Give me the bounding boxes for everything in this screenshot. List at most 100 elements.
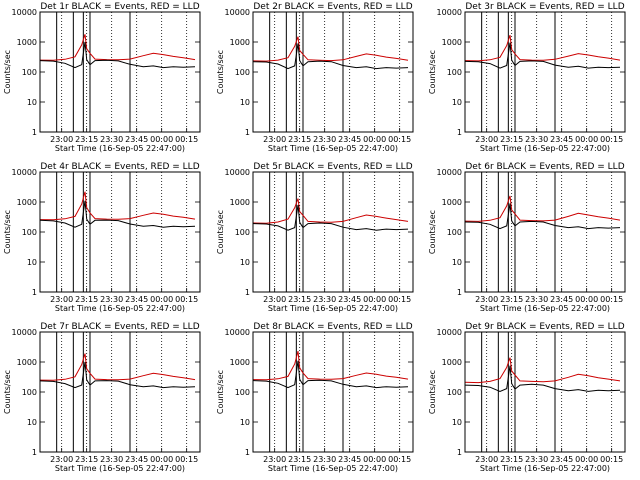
y-tick-label: 1000 <box>230 38 250 47</box>
series-line-lld <box>39 353 196 381</box>
y-tick-label: 1000 <box>442 198 462 207</box>
y-tick-label: 10 <box>27 98 37 107</box>
series-line-events <box>252 204 409 231</box>
y-tick-label: 1 <box>245 448 250 457</box>
y-tick-label: 10000 <box>12 168 37 177</box>
y-tick-label: 1000 <box>17 198 37 207</box>
y-tick-label: 100 <box>447 388 462 397</box>
x-tick-label: 23:30 <box>525 455 548 464</box>
x-tick-label: 23:15 <box>75 135 98 144</box>
y-axis-label: Counts/sec <box>428 50 437 94</box>
x-tick-label: 23:45 <box>338 135 361 144</box>
series-line-lld <box>39 34 196 61</box>
x-tick-label: 00:00 <box>150 455 173 464</box>
y-axis-label: Counts/sec <box>216 50 225 94</box>
series-line-lld <box>252 36 409 62</box>
y-axis-label: Counts/sec <box>428 370 437 414</box>
x-tick-label: 23:45 <box>338 455 361 464</box>
x-tick-label: 00:00 <box>363 135 386 144</box>
x-tick-label: 00:00 <box>363 295 386 304</box>
plot-frame <box>39 171 201 293</box>
x-tick-label: 00:15 <box>388 295 411 304</box>
chart-title: Det 5r BLACK = Events, RED = LLD <box>253 162 412 172</box>
x-tick-label: 23:00 <box>263 455 286 464</box>
x-axis-label: Start Time (16-Sep-05 22:47:00) <box>55 464 185 473</box>
y-tick-label: 100 <box>235 228 250 237</box>
chart-title: Det 8r BLACK = Events, RED = LLD <box>253 322 412 332</box>
y-tick-label: 1000 <box>442 358 462 367</box>
x-tick-label: 23:00 <box>475 455 498 464</box>
y-tick-label: 10000 <box>12 328 37 337</box>
y-tick-label: 10 <box>452 418 462 427</box>
y-tick-label: 1 <box>457 288 462 297</box>
chart-title: Det 9r BLACK = Events, RED = LLD <box>465 322 624 332</box>
y-tick-label: 1 <box>245 128 250 137</box>
x-tick-label: 00:15 <box>175 135 198 144</box>
x-tick-label: 23:30 <box>525 135 548 144</box>
x-tick-label: 23:45 <box>125 135 148 144</box>
y-axis-label: Counts/sec <box>216 370 225 414</box>
x-tick-label: 00:15 <box>388 455 411 464</box>
y-tick-label: 10 <box>452 98 462 107</box>
y-tick-label: 1000 <box>17 38 37 47</box>
plot-frame <box>464 11 626 133</box>
chart-title: Det 4r BLACK = Events, RED = LLD <box>40 162 199 172</box>
x-tick-label: 23:45 <box>550 295 573 304</box>
x-tick-label: 00:15 <box>600 135 623 144</box>
y-tick-label: 10 <box>27 258 37 267</box>
series-line-lld <box>464 357 621 384</box>
x-tick-label: 23:00 <box>50 455 73 464</box>
x-axis-label: Start Time (16-Sep-05 22:47:00) <box>268 464 398 473</box>
x-tick-label: 23:45 <box>338 295 361 304</box>
chart-title: Det 6r BLACK = Events, RED = LLD <box>465 162 624 172</box>
x-tick-label: 23:15 <box>288 455 311 464</box>
x-axis-label: Start Time (16-Sep-05 22:47:00) <box>480 464 610 473</box>
x-tick-label: 23:30 <box>100 295 123 304</box>
y-tick-label: 1 <box>32 448 37 457</box>
x-tick-label: 00:00 <box>575 135 598 144</box>
series-line-lld <box>252 198 409 224</box>
y-tick-label: 1000 <box>230 358 250 367</box>
x-tick-label: 23:15 <box>75 455 98 464</box>
y-tick-label: 100 <box>447 68 462 77</box>
series-line-lld <box>252 350 409 381</box>
x-tick-label: 00:15 <box>175 455 198 464</box>
y-tick-label: 100 <box>22 228 37 237</box>
series-line-events <box>252 43 409 70</box>
x-axis-label: Start Time (16-Sep-05 22:47:00) <box>268 144 398 153</box>
y-tick-label: 10000 <box>225 8 250 17</box>
plot-frame <box>252 11 414 133</box>
x-tick-label: 23:00 <box>475 295 498 304</box>
x-tick-label: 23:15 <box>500 295 523 304</box>
x-tick-label: 23:45 <box>550 135 573 144</box>
y-axis-label: Counts/sec <box>3 50 12 94</box>
chart-panel-7: Det 7r BLACK = Events, RED = LLD 23:00 23:… <box>3 322 201 473</box>
chart-title: Det 2r BLACK = Events, RED = LLD <box>253 2 412 12</box>
x-tick-label: 00:15 <box>175 295 198 304</box>
y-tick-label: 10000 <box>437 8 462 17</box>
x-tick-label: 23:15 <box>75 295 98 304</box>
x-tick-label: 23:30 <box>313 455 336 464</box>
x-tick-label: 23:15 <box>500 135 523 144</box>
x-tick-label: 23:30 <box>313 135 336 144</box>
y-axis-label: Counts/sec <box>216 210 225 254</box>
plot-frame <box>464 331 626 453</box>
plot-frame <box>39 331 201 453</box>
x-axis-label: Start Time (16-Sep-05 22:47:00) <box>480 304 610 313</box>
y-tick-label: 10000 <box>225 168 250 177</box>
plot-frame <box>252 331 414 453</box>
x-tick-label: 23:45 <box>125 295 148 304</box>
plot-frame <box>252 171 414 293</box>
y-tick-label: 100 <box>22 388 37 397</box>
x-tick-label: 00:00 <box>363 455 386 464</box>
y-tick-label: 1000 <box>17 358 37 367</box>
y-tick-label: 10 <box>27 418 37 427</box>
chart-title: Det 7r BLACK = Events, RED = LLD <box>40 322 199 332</box>
series-line-events <box>252 360 409 389</box>
y-tick-label: 10000 <box>12 8 37 17</box>
x-tick-label: 23:15 <box>288 295 311 304</box>
